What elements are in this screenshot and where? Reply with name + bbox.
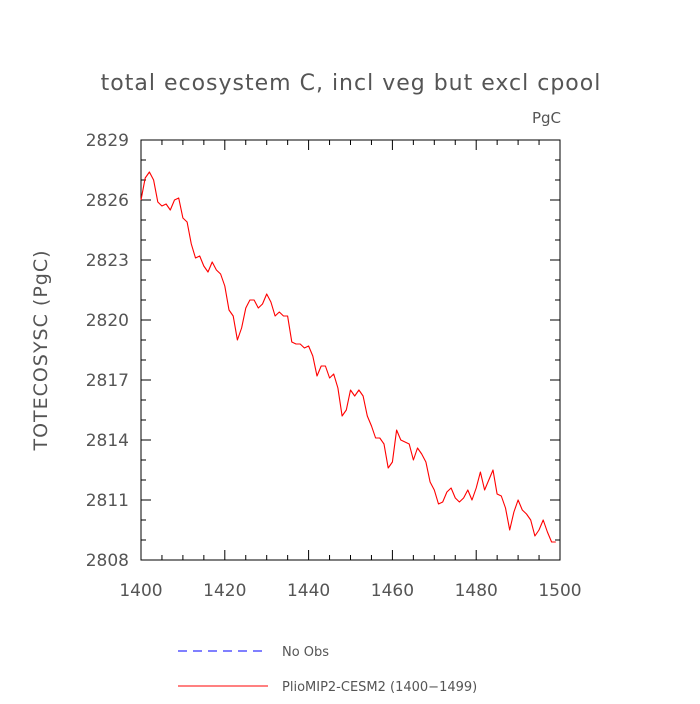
y-tick-label: 2823 xyxy=(86,251,129,271)
legend-label: No Obs xyxy=(282,645,329,660)
y-tick-label: 2826 xyxy=(86,191,129,211)
y-tick-label: 2829 xyxy=(86,131,129,151)
units-label: PgC xyxy=(532,109,561,127)
legend: No Obs PlioMIP2-CESM2 (1400−1499) xyxy=(178,645,477,695)
y-tick-label: 2820 xyxy=(86,311,129,331)
y-tick-label: 2808 xyxy=(86,551,129,571)
plot-frame xyxy=(140,139,561,561)
y-tick-label: 2814 xyxy=(86,431,129,451)
x-tick-label: 1500 xyxy=(538,581,581,601)
x-tick-label: 1440 xyxy=(287,581,330,601)
plot-area: 1400 1420 1440 1460 1480 1500 2808 2811 2814 2817… xyxy=(86,131,582,601)
x-tick-label: 1400 xyxy=(119,581,162,601)
x-tick-label: 1460 xyxy=(371,581,414,601)
series-line xyxy=(140,171,556,543)
y-axis-label: TOTECOSYSC (PgC) xyxy=(30,249,52,451)
y-tick-label: 2817 xyxy=(86,371,129,391)
y-tick-label: 2811 xyxy=(86,491,129,511)
x-tick-label: 1420 xyxy=(203,581,246,601)
chart-title: total ecosystem C, incl veg but excl cpo… xyxy=(101,71,602,96)
legend-label: PlioMIP2-CESM2 (1400−1499) xyxy=(282,680,477,695)
x-tick-label: 1480 xyxy=(455,581,498,601)
